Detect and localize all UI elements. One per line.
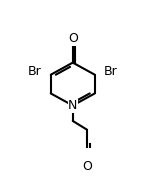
Text: Br: Br	[104, 65, 118, 78]
Text: O: O	[82, 160, 92, 173]
Text: Br: Br	[28, 65, 42, 78]
Text: O: O	[68, 32, 78, 45]
Text: N: N	[68, 99, 78, 112]
